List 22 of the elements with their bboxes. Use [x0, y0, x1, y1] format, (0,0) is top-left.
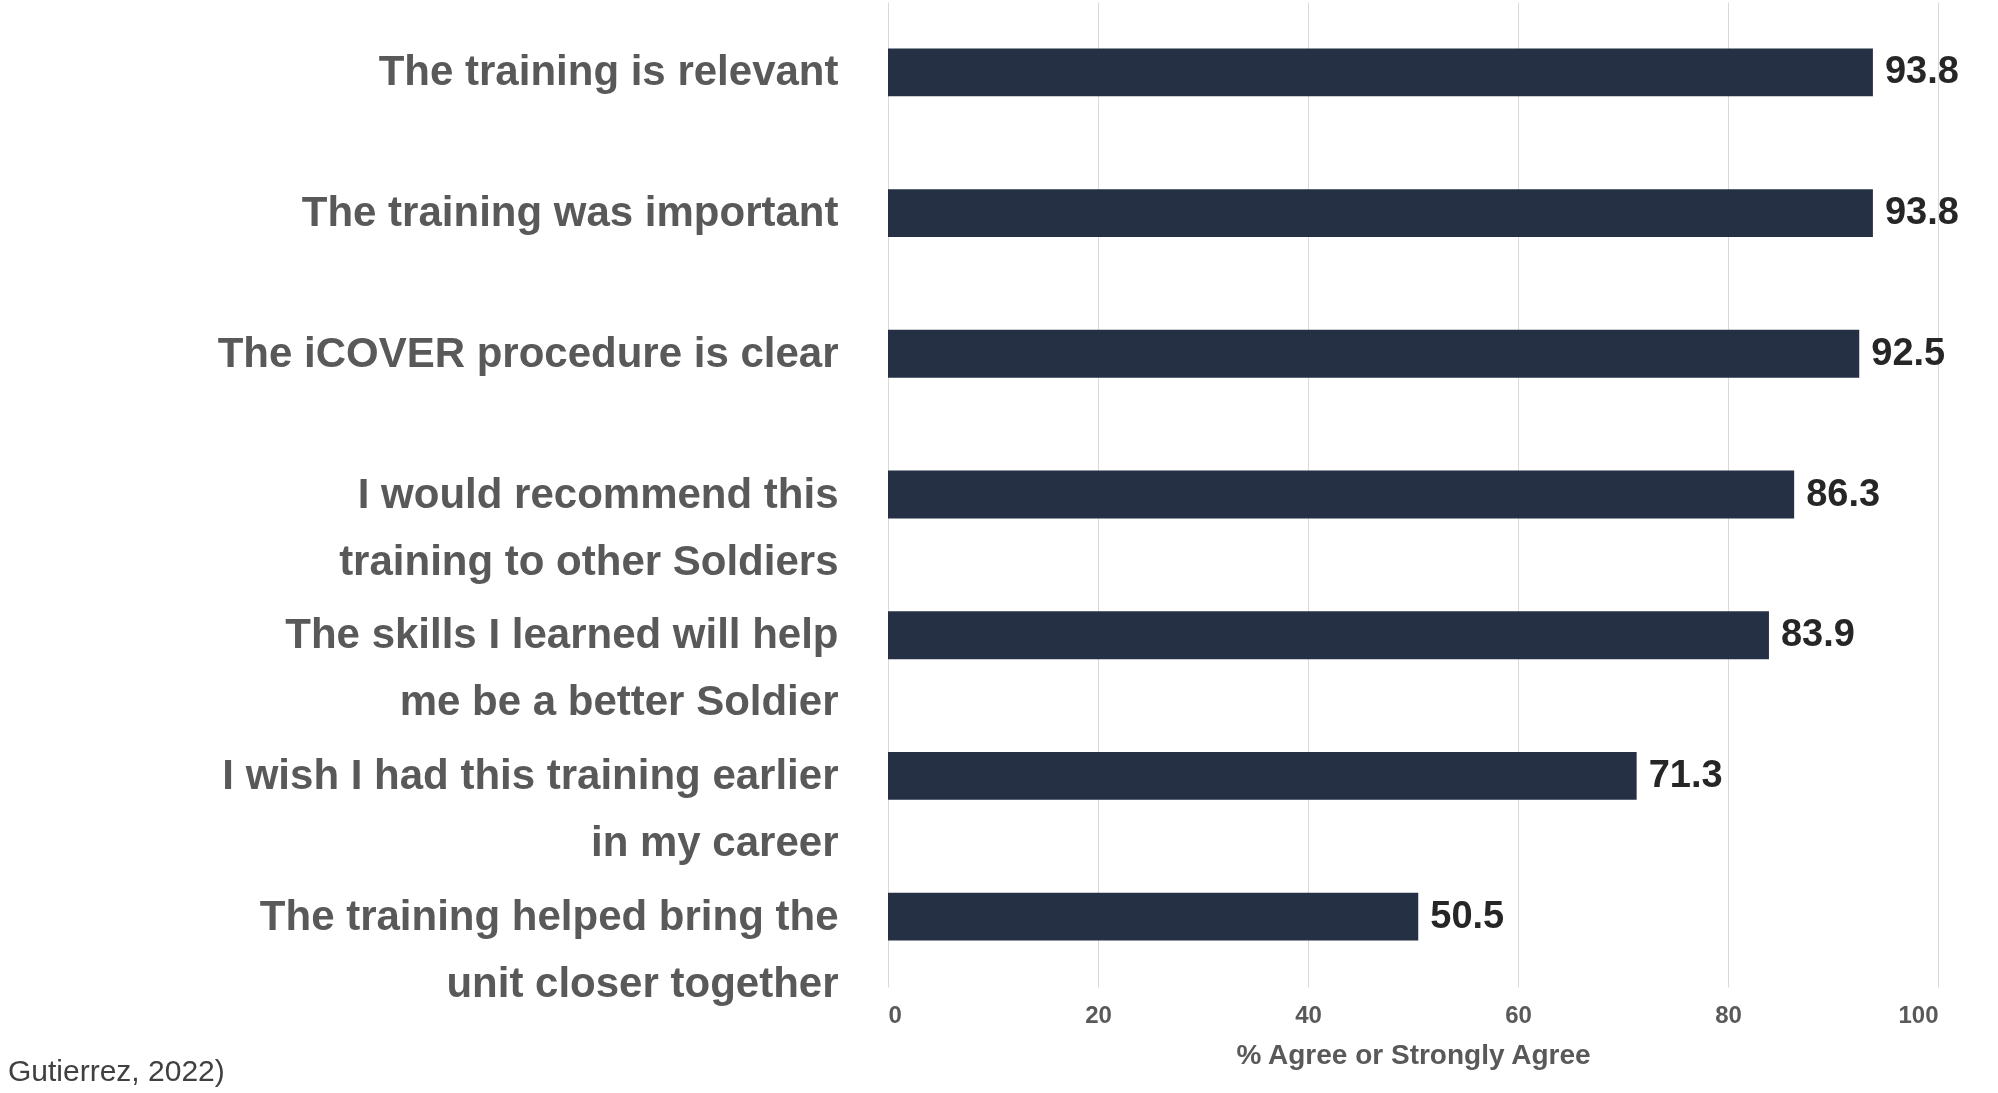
data-label: 83.9 — [1780, 612, 1855, 655]
y-tick-label: The training is relevant — [378, 47, 839, 95]
x-tick-label: 60 — [1505, 1000, 1532, 1028]
x-tick-label: 80 — [1715, 1000, 1742, 1028]
x-axis-title: % Agree or Strongly Agree — [1236, 1038, 1591, 1070]
x-tick-label: 40 — [1295, 1000, 1322, 1028]
data-label: 50.5 — [1430, 893, 1505, 936]
y-tick-label: The training helped bring the unit closer together — [259, 891, 839, 1006]
data-label: 93.8 — [1884, 190, 1959, 233]
text: Gutierrez, 2022) — [8, 1054, 225, 1087]
data-label: 92.5 — [1871, 330, 1946, 373]
data-label: 93.8 — [1884, 49, 1959, 92]
y-tick-label: The skills I learned will help me be a better Soldier — [285, 610, 839, 725]
data-label: 71.3 — [1648, 752, 1723, 795]
y-tick-label: The training was important — [301, 188, 839, 236]
y-tick-label: The iCOVER procedure is clear — [217, 328, 839, 376]
x-tick-label: 100 — [1898, 1000, 1939, 1028]
y-tick-label: I wish I had this training earlier in my career — [222, 750, 839, 865]
x-tick-label: 20 — [1085, 1000, 1112, 1028]
y-tick-label: I would recommend this training to other Soldiers — [339, 469, 839, 584]
x-tick-label: 0 — [888, 1000, 902, 1028]
data-label: 86.3 — [1806, 471, 1881, 514]
